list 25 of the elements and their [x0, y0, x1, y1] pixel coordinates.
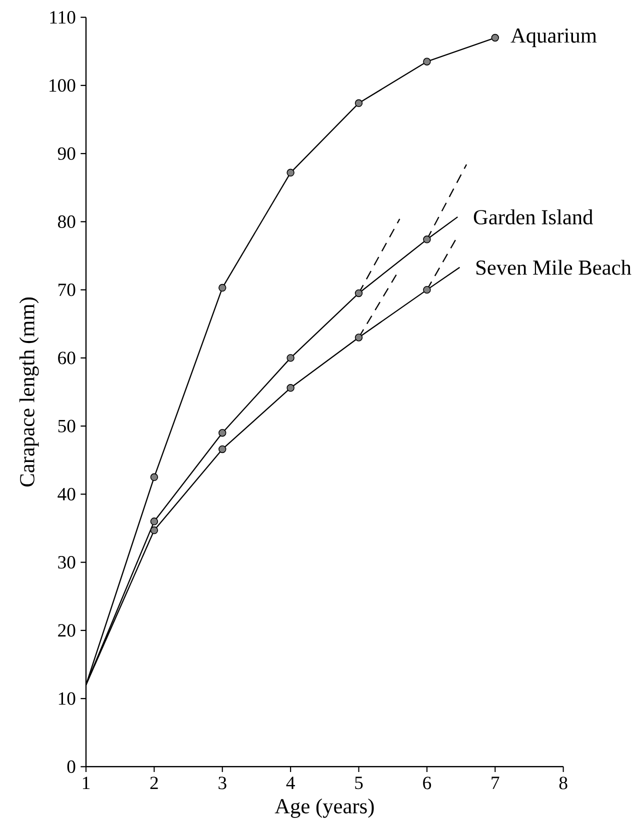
annotation: Garden Island [474, 209, 593, 224]
y-tick-label: 100 [50, 79, 76, 92]
y-tick-label: 70 [58, 284, 76, 296]
x-tick-label: 8 [559, 776, 568, 790]
x-axis-title: Age (years) [274, 798, 374, 818]
y-tick-label: 30 [58, 556, 76, 569]
x-tick-label: 7 [492, 776, 500, 789]
x-tick-label: 4 [286, 776, 295, 789]
y-tick-label: 80 [58, 215, 76, 228]
y-tick-label: 110 [50, 11, 76, 24]
annotation: Aquarium [510, 28, 597, 48]
annotation: Seven Mile Beach [476, 260, 632, 275]
x-tick-label: 6 [423, 776, 432, 790]
x-tick-label: 5 [355, 776, 363, 790]
y-tick-label: 0 [67, 760, 76, 773]
x-tick-label: 1 [82, 776, 90, 790]
x-tick-label: 3 [218, 776, 226, 790]
y-axis-title: Carapace length (mm) [19, 298, 39, 486]
y-tick-label: 60 [58, 352, 76, 364]
y-tick-label: 90 [58, 147, 76, 160]
x-tick-label: 2 [150, 776, 158, 790]
y-tick-label: 10 [58, 692, 76, 705]
y-tick-label: 40 [58, 488, 76, 500]
y-tick-label: 20 [58, 624, 76, 637]
y-tick-label: 50 [58, 420, 76, 432]
